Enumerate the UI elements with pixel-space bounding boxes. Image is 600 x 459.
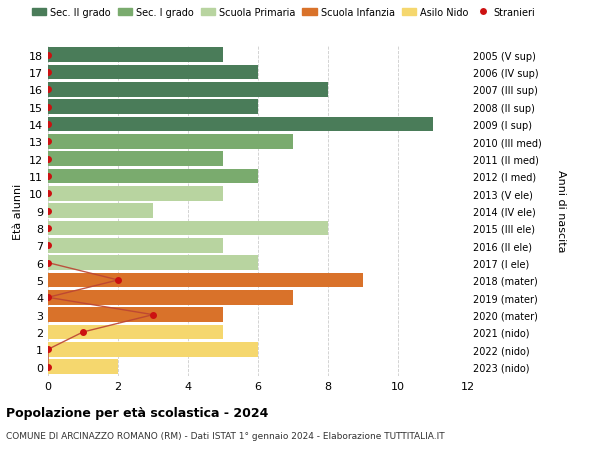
Bar (48, 204, 153, 218)
Bar (48, 290, 293, 305)
Bar (48, 221, 328, 236)
Text: COMUNE DI ARCINAZZO ROMANO (RM) - Dati ISTAT 1° gennaio 2024 - Elaborazione TUTT: COMUNE DI ARCINAZZO ROMANO (RM) - Dati I… (6, 431, 445, 441)
Bar (48, 359, 118, 374)
Bar (48, 342, 258, 357)
Bar (48, 238, 223, 253)
Bar (48, 256, 258, 270)
Bar (48, 65, 258, 80)
Bar (48, 100, 258, 115)
Bar (48, 325, 223, 340)
Bar (48, 273, 363, 288)
Bar (48, 117, 433, 132)
Bar (48, 308, 223, 322)
Bar (48, 134, 293, 149)
Bar (48, 152, 223, 167)
Bar (48, 169, 258, 184)
Bar (48, 48, 223, 63)
Y-axis label: Anni di nascita: Anni di nascita (556, 170, 566, 252)
Text: Popolazione per età scolastica - 2024: Popolazione per età scolastica - 2024 (6, 406, 268, 419)
Y-axis label: Età alunni: Età alunni (13, 183, 23, 239)
Bar (48, 83, 328, 97)
Legend: Sec. II grado, Sec. I grado, Scuola Primaria, Scuola Infanzia, Asilo Nido, Stran: Sec. II grado, Sec. I grado, Scuola Prim… (32, 8, 536, 18)
Bar (48, 186, 223, 201)
